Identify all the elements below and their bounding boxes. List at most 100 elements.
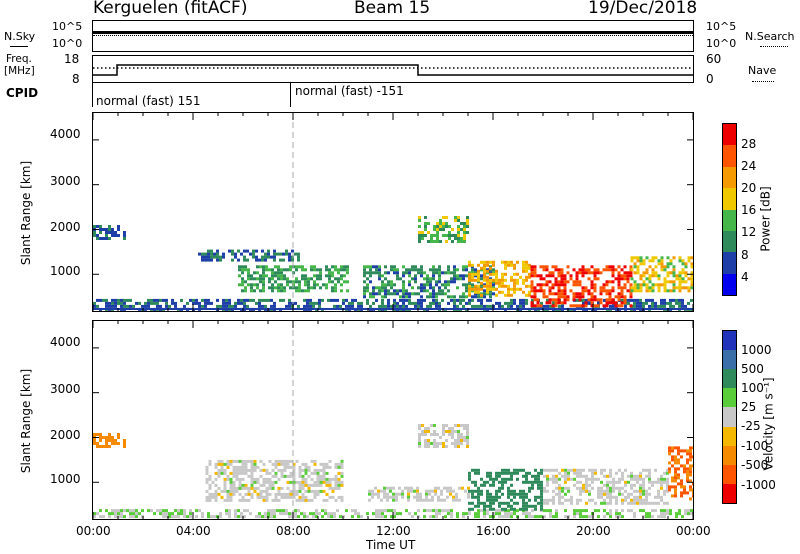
velocity-cell <box>426 509 429 513</box>
power-cell <box>262 265 265 269</box>
power-cell <box>554 283 558 287</box>
velocity-cell <box>495 498 498 502</box>
power-cell <box>489 272 492 276</box>
velocity-cell <box>564 492 567 496</box>
velocity-cell <box>298 465 302 469</box>
velocity-cell <box>433 439 436 442</box>
velocity-cell <box>525 495 528 499</box>
velocity-cell <box>671 479 674 483</box>
power-cell <box>528 284 531 288</box>
velocity-cell <box>437 486 440 490</box>
velocity-cell <box>558 483 561 487</box>
velocity-cell <box>277 459 281 463</box>
velocity-cell <box>431 498 434 502</box>
velocity-cell <box>174 515 177 519</box>
velocity-cell <box>250 492 254 496</box>
velocity-cell <box>313 492 317 496</box>
velocity-cell <box>283 495 287 499</box>
power-cell <box>608 295 612 299</box>
date-title: 19/Dec/2018 <box>588 0 698 18</box>
velocity-cell <box>282 512 285 516</box>
power-cell <box>575 295 579 299</box>
velocity-cell <box>330 512 333 516</box>
velocity-cell <box>442 433 445 436</box>
velocity-cell <box>540 489 543 493</box>
power-cell <box>336 304 339 308</box>
freq-tick-high: 18 <box>64 52 80 66</box>
power-cell <box>468 283 471 287</box>
velocity-cell <box>648 468 651 472</box>
velocity-cell <box>438 512 441 516</box>
velocity-cell <box>686 461 689 465</box>
power-cbar-swatch-2 <box>723 166 736 189</box>
power-cell <box>390 286 393 290</box>
power-cell <box>453 280 456 284</box>
power-cell <box>105 237 108 240</box>
velocity-cell <box>286 465 290 469</box>
power-cell <box>483 278 486 282</box>
power-cell <box>561 304 564 308</box>
power-cell <box>684 280 688 284</box>
velocity-cell <box>537 486 540 490</box>
velocity-cell <box>418 427 421 430</box>
velocity-cell <box>477 468 480 472</box>
power-cell <box>546 298 549 302</box>
power-cell <box>283 289 286 293</box>
velocity-cell <box>304 483 308 487</box>
velocity-cell <box>259 459 263 463</box>
velocity-cell <box>621 515 624 519</box>
velocity-cell <box>531 509 534 513</box>
power-cell <box>381 280 384 284</box>
velocity-cell <box>477 512 480 516</box>
velocity-cell <box>531 515 534 519</box>
velocity-cell <box>153 512 156 516</box>
power-cell <box>690 256 694 260</box>
velocity-cell <box>444 509 447 513</box>
velocity-cell <box>660 480 663 484</box>
power-cell <box>426 283 429 287</box>
power-cell <box>672 274 676 278</box>
velocity-cell <box>603 501 606 505</box>
velocity-cell <box>241 462 245 466</box>
power-cell <box>483 292 486 296</box>
power-cell <box>614 268 618 272</box>
power-cell <box>138 301 141 305</box>
power-cell <box>396 271 399 275</box>
velocity-cell <box>334 498 338 502</box>
power-cell <box>468 284 471 288</box>
power-cell <box>448 231 451 234</box>
velocity-cell <box>247 474 251 478</box>
velocity-cell <box>455 498 458 502</box>
velocity-cell <box>304 465 308 469</box>
power-cell <box>620 292 624 296</box>
power-cell <box>590 298 594 302</box>
velocity-cell <box>99 445 102 448</box>
power-cell <box>310 277 313 281</box>
power-cell <box>626 280 630 284</box>
power-cell <box>557 268 561 272</box>
velocity-cell <box>241 465 245 469</box>
power-cell <box>289 286 292 290</box>
power-cell <box>633 283 637 287</box>
velocity-cell <box>648 474 651 478</box>
velocity-cell <box>286 462 290 466</box>
power-cell <box>486 268 489 272</box>
velocity-cell <box>235 489 239 493</box>
velocity-cell <box>244 483 248 487</box>
velocity-cell <box>624 498 627 502</box>
velocity-cell <box>331 495 335 499</box>
velocity-cell <box>337 477 341 481</box>
velocity-cell <box>540 486 543 490</box>
power-cell <box>480 286 483 290</box>
velocity-cell <box>328 477 332 481</box>
vel-cbar-swatch-5 <box>723 426 736 446</box>
power-cell <box>645 271 649 275</box>
power-cell <box>489 281 492 285</box>
power-cell <box>244 268 247 272</box>
velocity-cell <box>452 489 455 493</box>
velocity-cell <box>404 486 407 490</box>
power-cell <box>528 275 531 279</box>
velocity-cell <box>234 509 237 513</box>
power-cell <box>620 286 624 290</box>
velocity-cell <box>477 498 480 502</box>
